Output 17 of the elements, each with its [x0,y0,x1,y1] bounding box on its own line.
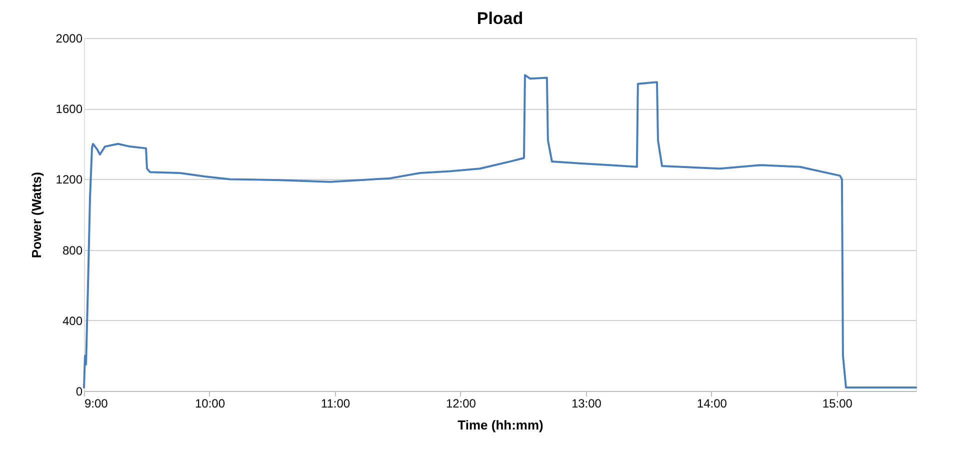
y-tick-label: 1200 [56,172,83,187]
x-tick-label: 10:00 [194,396,226,410]
y-tick-label: 0 [76,384,83,398]
y-tick-label: 400 [62,314,83,328]
x-axis-title: Time (hh:mm) [458,418,544,432]
x-tick-label: 12:00 [446,396,476,410]
x-tick-label: 11:00 [320,396,350,410]
chart-title: Pload [476,9,524,28]
y-tick-label: 1600 [56,102,83,116]
x-tick-label: 15:00 [822,396,853,410]
x-tick-label: 13:00 [571,396,602,410]
line-series [83,74,917,388]
x-tick-label: 9:00 [84,396,108,410]
x-tick-label: 14:00 [696,396,728,410]
y-axis-title: Power (Watts) [28,172,44,258]
y-tick-label: 2000 [56,32,83,46]
y-tick-label: 800 [62,243,83,258]
